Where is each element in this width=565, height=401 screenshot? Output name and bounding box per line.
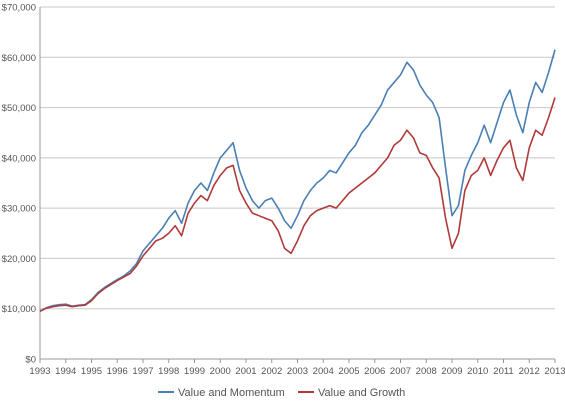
x-tick-label: 1998 bbox=[158, 366, 179, 377]
x-tick-label: 2001 bbox=[235, 366, 256, 377]
legend-label-value-and-growth: Value and Growth bbox=[318, 387, 405, 399]
x-tick-label: 1999 bbox=[184, 366, 205, 377]
x-tick-label: 2007 bbox=[390, 366, 411, 377]
gridlines bbox=[40, 6, 555, 310]
x-tick-label: 2006 bbox=[364, 366, 385, 377]
x-tick-label: 1994 bbox=[55, 366, 76, 377]
y-tick-label: $30,000 bbox=[2, 204, 36, 215]
x-tick-label: 2009 bbox=[441, 366, 462, 377]
x-tick-label: 1995 bbox=[81, 366, 102, 377]
x-tick-label: 2011 bbox=[493, 366, 513, 377]
x-tick-label: 2004 bbox=[313, 366, 334, 377]
legend-label-value-and-momentum: Value and Momentum bbox=[178, 387, 285, 399]
legend: Value and Momentum Value and Growth bbox=[158, 387, 405, 399]
y-tick-label: $50,000 bbox=[2, 103, 36, 114]
x-tick-label: 2008 bbox=[416, 366, 437, 377]
x-tick-label: 2005 bbox=[338, 366, 359, 377]
y-tick-label: $60,000 bbox=[2, 53, 36, 64]
x-tick-label: 1997 bbox=[132, 366, 153, 377]
y-tick-label: $10,000 bbox=[2, 304, 36, 315]
series-lines bbox=[39, 49, 556, 312]
series-line-value-and-momentum bbox=[39, 49, 556, 312]
axes bbox=[39, 7, 556, 363]
series-line-value-and-growth bbox=[39, 97, 556, 312]
y-axis-tick-labels: $0 $10,000 $20,000 $30,000 $40,000 $50,000 $60… bbox=[2, 3, 36, 366]
x-tick-label: 2013 bbox=[544, 366, 565, 377]
x-tick-label: 2012 bbox=[519, 366, 540, 377]
x-axis-tick-labels: 1993 1994 1995 1996 1997 1998 1999 2000 2001 2002… bbox=[29, 366, 565, 377]
x-tick-label: 1996 bbox=[107, 366, 128, 377]
x-tick-label: 2010 bbox=[467, 366, 488, 377]
y-tick-label: $70,000 bbox=[2, 3, 36, 14]
x-tick-label: 2003 bbox=[287, 366, 308, 377]
x-tick-label: 2000 bbox=[210, 366, 231, 377]
y-tick-label: $0 bbox=[25, 355, 36, 366]
x-tick-label: 1993 bbox=[29, 366, 50, 377]
y-tick-label: $40,000 bbox=[2, 153, 36, 164]
y-tick-label: $20,000 bbox=[2, 254, 36, 265]
x-tick-label: 2002 bbox=[261, 366, 282, 377]
